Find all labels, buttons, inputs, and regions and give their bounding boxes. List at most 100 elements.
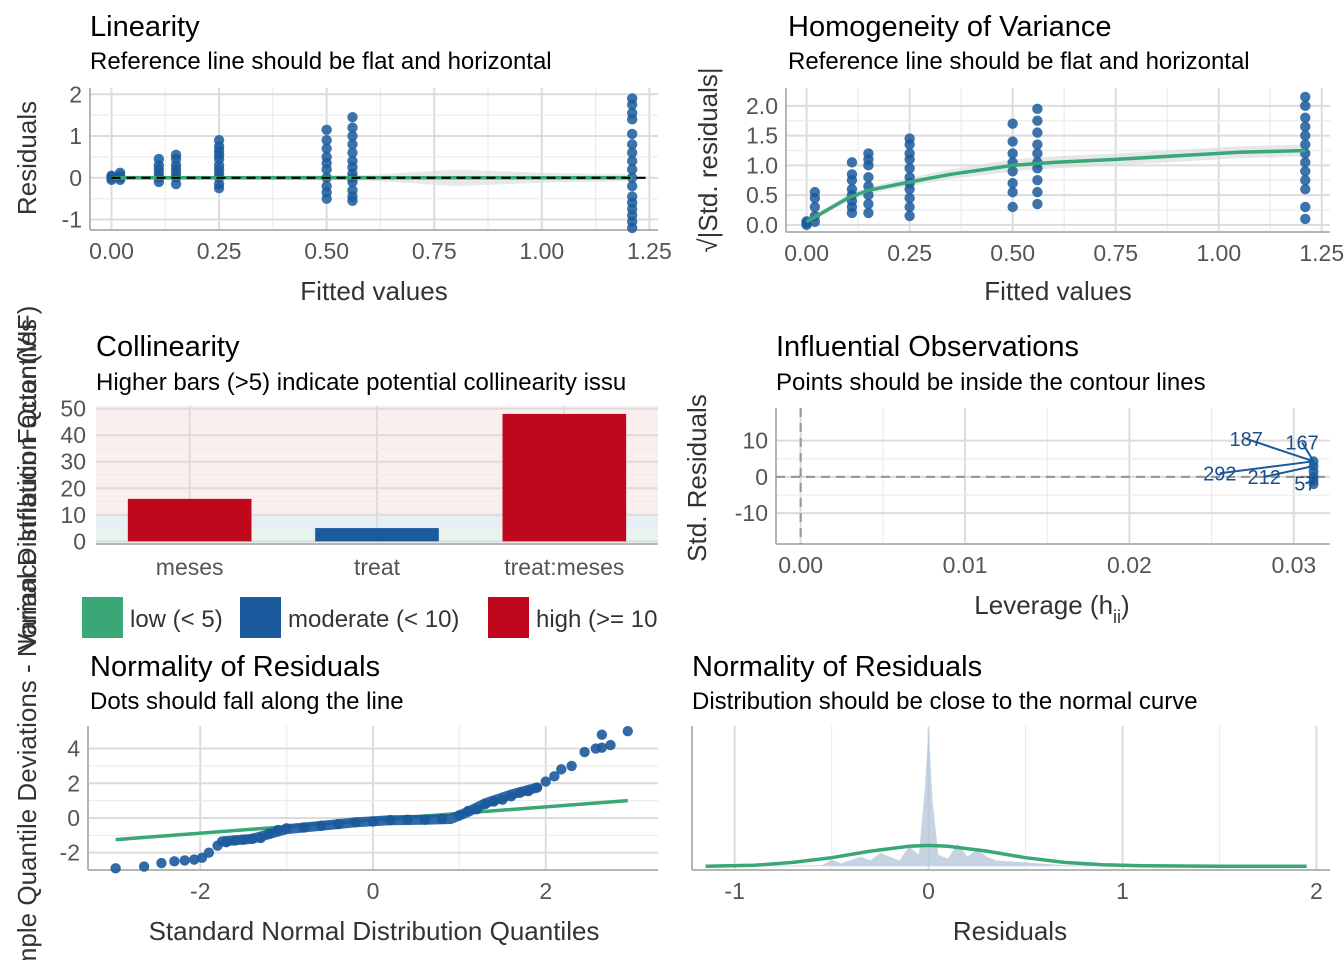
legend-swatch xyxy=(82,597,123,638)
linearity-grid xyxy=(89,88,658,231)
density-title: Normality of Residuals xyxy=(692,651,982,683)
x-tick-label: 0.02 xyxy=(1107,552,1152,578)
data-point xyxy=(1300,157,1311,168)
qq-title: Normality of Residuals xyxy=(90,651,380,683)
data-point xyxy=(156,857,167,869)
homogeneity-panel: Homogeneity of Variance Reference line s… xyxy=(693,11,1344,306)
linearity-ylabel: Residuals xyxy=(12,101,42,215)
data-point xyxy=(1032,198,1043,210)
data-point xyxy=(189,854,200,865)
x-tick-label: 0.00 xyxy=(784,240,829,266)
data-point xyxy=(1007,186,1018,198)
data-point xyxy=(203,847,215,858)
data-point xyxy=(1300,201,1311,213)
influential-xlabel: Leverage (hii) xyxy=(974,590,1129,627)
confidence-ribbon xyxy=(806,144,1306,225)
y-tick-label: 1.0 xyxy=(746,152,778,178)
qq-subtitle: Dots should fall along the line xyxy=(90,688,404,715)
qq-tick-labels: -2 0 2 -2 0 2 4 xyxy=(60,736,553,904)
density-xlabel: Residuals xyxy=(953,916,1067,946)
y-tick-label: 2 xyxy=(69,81,82,107)
y-tick-label: 30 xyxy=(60,449,86,475)
density-panel: Normality of Residuals Distribution shou… xyxy=(691,651,1330,946)
x-tick-label: treat xyxy=(354,554,401,580)
x-tick-label: 0.00 xyxy=(89,238,134,264)
data-point xyxy=(1007,148,1018,159)
qq-grid xyxy=(87,726,658,871)
residual-density-area xyxy=(705,727,1307,867)
data-point xyxy=(846,157,858,168)
data-point xyxy=(1032,186,1043,198)
collinearity-subtitle: Higher bars (>5) indicate potential coll… xyxy=(96,369,626,396)
legend-label: low (< 5) xyxy=(130,606,223,633)
data-point xyxy=(153,153,165,165)
data-point xyxy=(321,151,332,163)
density-subtitle: Distribution should be close to the norm… xyxy=(692,688,1198,715)
y-tick-label: -2 xyxy=(60,840,80,866)
x-tick-label: 1.25 xyxy=(627,238,672,264)
data-point xyxy=(626,191,638,202)
data-point xyxy=(904,163,915,174)
data-point xyxy=(863,172,874,183)
label-leader-line xyxy=(1219,460,1314,475)
influential-grid xyxy=(775,408,1330,545)
normal-curve xyxy=(705,843,1307,868)
data-point xyxy=(321,143,332,154)
x-tick-label: -1 xyxy=(724,878,744,904)
point-label: 292 xyxy=(1203,463,1236,485)
data-point xyxy=(626,139,638,150)
data-point xyxy=(809,186,821,198)
data-point xyxy=(596,729,608,740)
x-tick-label: 1 xyxy=(1116,878,1129,904)
data-point xyxy=(114,167,126,178)
smooth-line xyxy=(805,148,1306,224)
data-point xyxy=(904,148,915,159)
influential-panel: Influential Observations Points should b… xyxy=(682,331,1330,627)
homogeneity-lines xyxy=(805,148,1306,224)
data-point xyxy=(169,856,180,867)
influential-ylabel: Std. Residuals xyxy=(682,394,712,562)
data-point xyxy=(1300,213,1311,225)
influential-tick-labels: 0.00 0.01 0.02 0.03 -10 0 10 xyxy=(735,428,1316,578)
y-tick-label: 10 xyxy=(60,502,86,528)
collinearity-panel: Collinearity Higher bars (>5) indicate p… xyxy=(60,331,658,638)
data-point xyxy=(1300,139,1311,150)
data-point xyxy=(1300,175,1311,186)
data-point xyxy=(846,169,858,180)
legend-swatch xyxy=(240,597,281,638)
data-point xyxy=(321,124,332,135)
x-tick-label: 0 xyxy=(922,878,935,904)
homogeneity-ylabel: √|Std. residuals| xyxy=(693,67,723,252)
data-point xyxy=(626,164,638,175)
density-tick-labels: -1 0 1 2 xyxy=(724,878,1322,904)
x-tick-label: 0.01 xyxy=(943,552,988,578)
y-tick-label: 20 xyxy=(60,475,86,501)
linearity-title: Linearity xyxy=(90,11,200,43)
influential-xlabel-sub: ii xyxy=(1113,607,1121,627)
data-point xyxy=(213,135,225,146)
data-point xyxy=(904,133,915,144)
x-tick-label: 2 xyxy=(1310,878,1323,904)
x-tick-label: -2 xyxy=(190,878,210,904)
data-point xyxy=(1032,127,1043,138)
data-point xyxy=(1032,115,1043,126)
qq-panel: Normality of Residuals Dots should fall … xyxy=(60,651,658,946)
linearity-xlabel: Fitted values xyxy=(300,276,447,306)
data-point xyxy=(347,185,358,196)
data-point xyxy=(1007,178,1018,189)
influential-points: 187 167 292 212 57 xyxy=(1203,429,1319,496)
y-tick-label: 0 xyxy=(73,528,86,554)
data-point xyxy=(809,201,821,213)
x-tick-label: 0.00 xyxy=(778,552,823,578)
density-area xyxy=(705,727,1307,867)
y-tick-label: 0.0 xyxy=(746,212,778,238)
point-label: 57 xyxy=(1294,473,1316,495)
qq-xlabel: Standard Normal Distribution Quantiles xyxy=(149,916,600,946)
y-tick-label: 0.5 xyxy=(746,182,778,208)
homogeneity-xlabel: Fitted values xyxy=(984,276,1131,306)
x-tick-label: 2 xyxy=(539,878,552,904)
legend-label: high (>= 10 xyxy=(536,606,657,633)
data-point xyxy=(605,739,616,751)
x-tick-label: 0.75 xyxy=(412,238,457,264)
